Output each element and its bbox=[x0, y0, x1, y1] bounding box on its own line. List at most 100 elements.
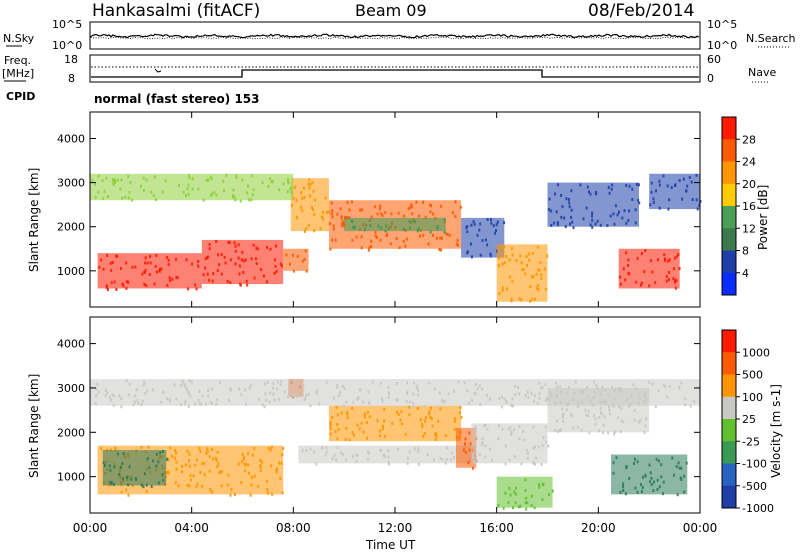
colorbar-tick-label: 25 bbox=[742, 413, 756, 426]
freq-tick-right-top: 60 bbox=[707, 53, 721, 66]
colorbar-band bbox=[722, 250, 736, 274]
echo-region bbox=[471, 423, 550, 466]
colorbar-band bbox=[722, 161, 736, 185]
y-tick-label: 4000 bbox=[57, 132, 85, 145]
y-tick-label: 1000 bbox=[57, 265, 85, 278]
colorbar-tick-label: -1000 bbox=[742, 502, 774, 515]
y-tick-label: 4000 bbox=[57, 338, 85, 351]
velocity-y-ticks: 1000 2000 3000 4000 bbox=[57, 338, 700, 484]
y-tick-label: 2000 bbox=[57, 221, 85, 234]
colorbar-tick-label: 24 bbox=[742, 156, 756, 169]
power-colorbar: 4 8 12 16 20 24 28 bbox=[721, 116, 756, 296]
echo-region bbox=[97, 253, 202, 292]
colorbar-tick-label: -100 bbox=[742, 458, 767, 471]
velocity-colorbar-label: Velocity [m s-1] bbox=[769, 384, 783, 478]
x-tick-label: 08:00 bbox=[276, 521, 311, 535]
colorbar-tick-label: 20 bbox=[742, 178, 756, 191]
echo-region bbox=[547, 182, 641, 230]
colorbar-tick-label: 16 bbox=[742, 200, 756, 213]
freq-label: Freq. bbox=[4, 54, 31, 67]
date-title: 08/Feb/2014 bbox=[588, 1, 694, 21]
colorbar-band bbox=[722, 463, 736, 487]
colorbar-tick-label: -25 bbox=[742, 435, 760, 448]
freq-tick-right-bottom: 0 bbox=[707, 72, 714, 85]
noise-tick-right-bottom: 10^0 bbox=[707, 39, 737, 52]
noise-search-trace bbox=[90, 36, 697, 40]
colorbar-band bbox=[722, 352, 736, 375]
colorbar-band bbox=[722, 139, 736, 162]
frequency-trace bbox=[91, 69, 699, 78]
colorbar-band bbox=[722, 396, 736, 420]
nsky-label: N.Sky bbox=[3, 32, 35, 45]
echo-region bbox=[496, 244, 549, 303]
colorbar-tick-label: 1000 bbox=[742, 346, 770, 359]
freq-tick-left-bottom: 8 bbox=[68, 72, 75, 85]
station-title: Hankasalmi (fitACF) bbox=[92, 1, 260, 21]
echo-region bbox=[496, 476, 554, 511]
colorbar-band bbox=[722, 117, 736, 140]
noise-tick-left-bottom: 10^0 bbox=[52, 39, 82, 52]
x-axis: 00:00 04:00 08:00 12:00 16:00 20:00 00:00 bbox=[73, 112, 718, 535]
y-tick-label: 1000 bbox=[57, 471, 85, 484]
colorbar-tick-label: 28 bbox=[742, 133, 756, 146]
x-tick-label: 00:00 bbox=[73, 521, 108, 535]
echo-region bbox=[649, 173, 702, 211]
frequency-panel: 18 8 60 0 Freq. [MHz] Nave bbox=[2, 53, 776, 85]
x-axis-label: Time UT bbox=[365, 538, 416, 552]
colorbar-tick-label: 100 bbox=[742, 391, 763, 404]
frequency-blip bbox=[154, 68, 162, 73]
power-y-axis-label: Slant Range [km] bbox=[27, 168, 41, 272]
colorbar-band bbox=[722, 272, 736, 296]
colorbar-band bbox=[722, 183, 736, 207]
colorbar-band bbox=[722, 206, 736, 229]
velocity-echo-regions bbox=[90, 379, 700, 511]
x-tick-label: 16:00 bbox=[479, 521, 514, 535]
noise-panel: 10^5 10^0 10^5 10^0 N.Sky N.Search bbox=[3, 18, 796, 52]
beam-title: Beam 09 bbox=[355, 1, 427, 20]
y-tick-label: 3000 bbox=[57, 177, 85, 190]
power-colorbar-label: Power [dB] bbox=[756, 185, 770, 250]
echo-region bbox=[290, 178, 330, 233]
freq-tick-left-top: 18 bbox=[64, 53, 78, 66]
frequency-panel-frame bbox=[89, 54, 701, 83]
x-tick-label: 20:00 bbox=[581, 521, 616, 535]
echo-region bbox=[283, 248, 309, 273]
echo-region bbox=[102, 450, 169, 489]
echo-region bbox=[461, 217, 506, 259]
colorbar-band bbox=[722, 228, 736, 251]
echo-region bbox=[344, 217, 446, 234]
colorbar-tick-label: 500 bbox=[742, 369, 763, 382]
echo-region bbox=[90, 379, 700, 409]
x-tick-label: 00:00 bbox=[683, 521, 718, 535]
colorbar-tick-label: 4 bbox=[742, 267, 749, 280]
echo-region bbox=[611, 454, 688, 497]
echo-region bbox=[618, 248, 681, 290]
noise-tick-right-top: 10^5 bbox=[707, 18, 737, 31]
velocity-y-axis-label: Slant Range [km] bbox=[27, 374, 41, 478]
x-tick-label: 12:00 bbox=[378, 521, 413, 535]
colorbar-band bbox=[722, 330, 736, 353]
y-tick-label: 3000 bbox=[57, 382, 85, 395]
colorbar-band bbox=[722, 485, 736, 509]
cpid-label: CPID bbox=[6, 90, 35, 103]
power-panel: 1000 2000 3000 4000 Slant Range [km] 4 8 12 16… bbox=[27, 111, 770, 308]
echo-region bbox=[298, 445, 477, 467]
power-y-ticks: 1000 2000 3000 4000 bbox=[57, 132, 700, 278]
noise-tick-left-top: 10^5 bbox=[52, 18, 82, 31]
nsearch-label: N.Search bbox=[746, 32, 796, 45]
power-echo-regions bbox=[90, 173, 702, 303]
colorbar-tick-label: 12 bbox=[742, 222, 756, 235]
colorbar-band bbox=[722, 374, 736, 398]
freq-unit-label: [MHz] bbox=[2, 67, 34, 80]
colorbar-band bbox=[722, 441, 736, 464]
x-tick-label: 04:00 bbox=[174, 521, 209, 535]
colorbar-tick-label: -500 bbox=[742, 480, 767, 493]
nave-label: Nave bbox=[748, 66, 776, 79]
noise-panel-frame bbox=[89, 21, 701, 50]
velocity-panel: 1000 2000 3000 4000 Slant Range [km] 1000 50… bbox=[27, 316, 783, 515]
y-tick-label: 2000 bbox=[57, 426, 85, 439]
echo-region bbox=[328, 405, 463, 442]
echo-region bbox=[201, 239, 284, 287]
colorbar-tick-label: 8 bbox=[742, 245, 749, 258]
